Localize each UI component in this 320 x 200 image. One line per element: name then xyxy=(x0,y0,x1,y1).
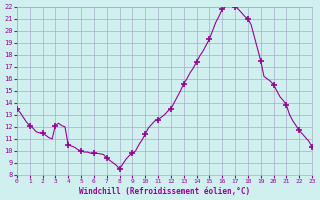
X-axis label: Windchill (Refroidissement éolien,°C): Windchill (Refroidissement éolien,°C) xyxy=(79,187,250,196)
